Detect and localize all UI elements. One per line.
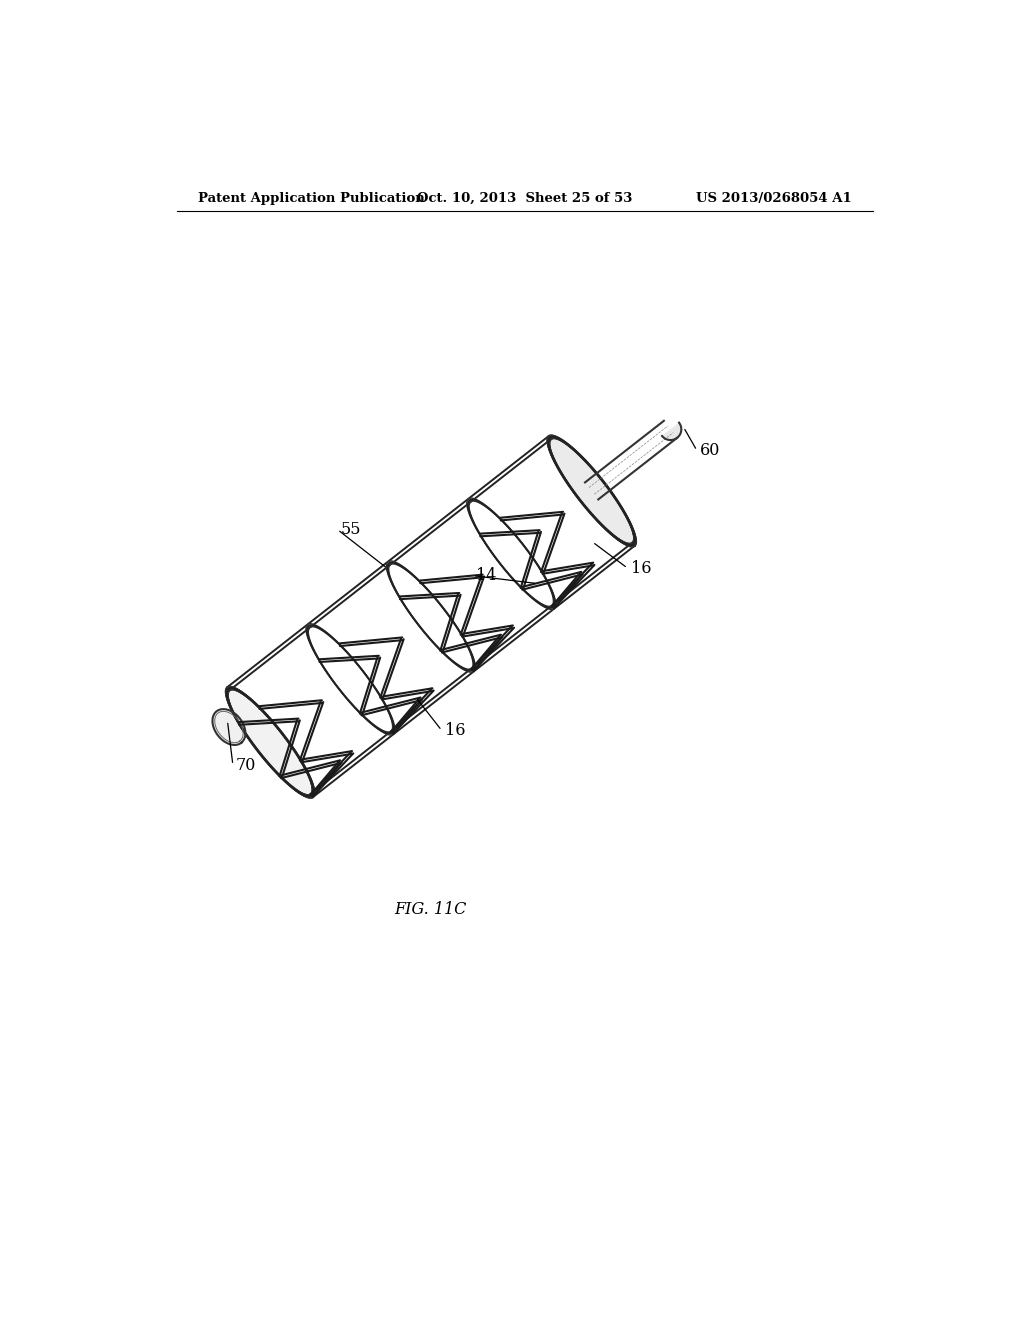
Polygon shape [226, 688, 313, 796]
Polygon shape [212, 709, 246, 744]
Text: 14: 14 [476, 568, 497, 585]
Text: 16: 16 [444, 722, 465, 739]
Polygon shape [663, 422, 681, 440]
Text: FIG. 11C: FIG. 11C [394, 900, 467, 917]
Polygon shape [550, 438, 636, 546]
Text: 16: 16 [631, 560, 651, 577]
Polygon shape [547, 434, 634, 544]
Text: Oct. 10, 2013  Sheet 25 of 53: Oct. 10, 2013 Sheet 25 of 53 [417, 191, 633, 205]
Text: 55: 55 [341, 521, 361, 539]
Text: Patent Application Publication: Patent Application Publication [199, 191, 425, 205]
Text: 60: 60 [700, 442, 721, 459]
Polygon shape [228, 690, 314, 799]
Polygon shape [225, 686, 312, 795]
Text: US 2013/0268054 A1: US 2013/0268054 A1 [695, 191, 851, 205]
Text: 70: 70 [236, 756, 256, 774]
Polygon shape [548, 437, 635, 545]
